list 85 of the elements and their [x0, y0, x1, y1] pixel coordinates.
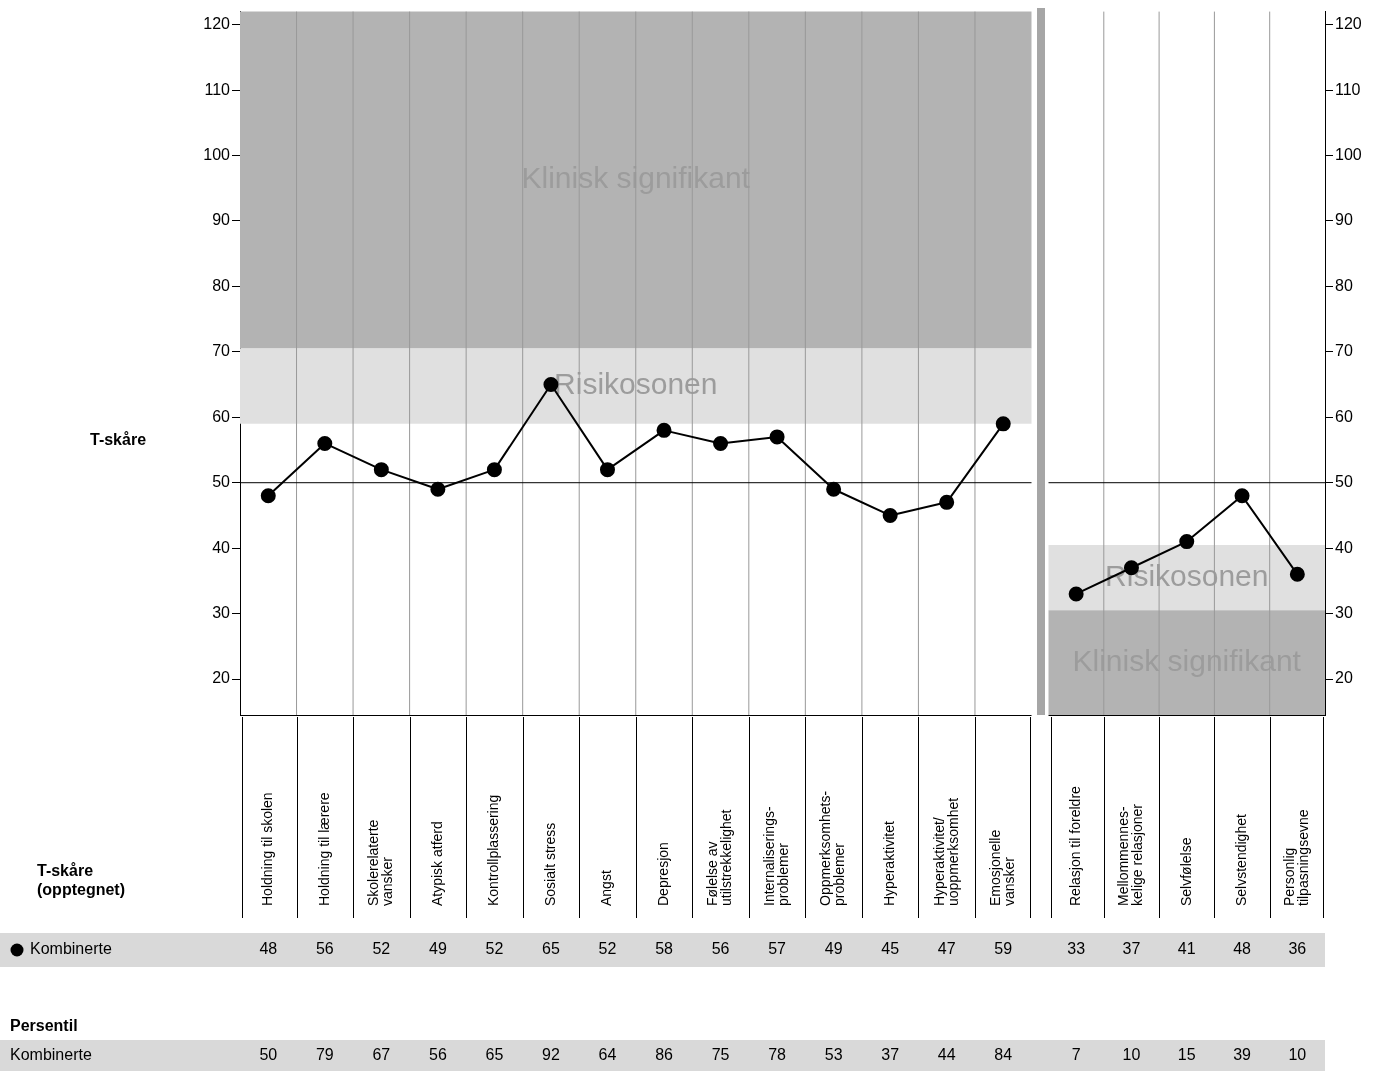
- text: 15: [1177, 1045, 1196, 1063]
- y-tick-label: 110: [204, 80, 231, 98]
- data-label: 47: [937, 940, 956, 958]
- data-label: 36: [1288, 940, 1307, 958]
- y-tick-label: 30: [212, 603, 231, 621]
- data-label: 45: [881, 940, 900, 958]
- y-tick-label: 60: [212, 407, 231, 425]
- data-label: 52: [485, 940, 504, 958]
- text: 7: [1071, 1045, 1081, 1063]
- x-tick-label: Oppmerksomhets- problemer: [817, 790, 848, 906]
- x-tick-label: Kontrollplassering: [485, 794, 502, 906]
- x-tick-label: Følelse av utilstrekkelighet: [704, 809, 735, 906]
- y-tick-label: 40: [1335, 538, 1353, 556]
- y-tick-label: 70: [1335, 342, 1353, 360]
- data-label: 37: [1122, 940, 1141, 958]
- data-label: 56: [711, 940, 730, 958]
- data-label: 52: [598, 940, 617, 958]
- text: 53: [824, 1045, 843, 1063]
- legend-label: Kombinerte: [30, 940, 112, 958]
- y-tick-label: 70: [212, 342, 231, 360]
- y-tick-label: 120: [1335, 15, 1362, 33]
- data-label: 65: [542, 940, 560, 958]
- text: 44: [937, 1045, 956, 1063]
- x-tick-label: Selvfølelse: [1177, 837, 1194, 906]
- x-tick-label: Sosialt stress: [541, 822, 558, 906]
- x-tick-label: Holdning til skolen: [259, 792, 276, 906]
- x-tick-label: Personlig tilpasningsevne: [1281, 809, 1312, 906]
- text: 64: [598, 1045, 617, 1063]
- y-tick-label: 80: [1335, 276, 1353, 294]
- x-tick-label: Atypisk atferd: [428, 821, 445, 906]
- text: 75: [711, 1045, 730, 1063]
- text: 78: [768, 1045, 787, 1063]
- text: 10: [1288, 1045, 1307, 1063]
- x-tick-label: Depresjon: [654, 842, 671, 906]
- text: 86: [655, 1045, 674, 1063]
- text: Persentil: [10, 1017, 78, 1035]
- y-tick-label: 40: [212, 538, 231, 556]
- band-label: Risikosonen: [554, 367, 718, 401]
- text: 10: [1122, 1045, 1141, 1063]
- data-label: 59: [994, 940, 1013, 958]
- y-tick-label: 50: [1335, 473, 1353, 491]
- data-label: 48: [259, 940, 278, 958]
- x-tick-label: Hyperaktivitet/ uoppmerksomhet: [930, 797, 961, 906]
- data-label: 56: [315, 940, 334, 958]
- y-tick-label: 50: [212, 473, 231, 491]
- text: 39: [1233, 1045, 1252, 1063]
- text: 65: [485, 1045, 504, 1063]
- x-tick-label: Hyperaktivitet: [881, 821, 898, 906]
- y-tick-label: 100: [1335, 145, 1362, 163]
- x-tick-label: Angst: [598, 870, 615, 906]
- x-tick-label: Holdning til lærere: [315, 792, 332, 906]
- text: 79: [315, 1045, 334, 1063]
- x-tick-label: Mellommennes- kelige relasjoner: [1115, 803, 1146, 906]
- y-tick-label: 110: [1335, 80, 1361, 98]
- y-tick-label: 20: [212, 669, 231, 687]
- y-tick-label: 20: [1335, 669, 1353, 687]
- data-label: 33: [1067, 940, 1086, 958]
- data-label: 48: [1233, 940, 1252, 958]
- y-tick-label: 120: [203, 15, 231, 33]
- y-tick-label: 100: [203, 145, 231, 163]
- text: 84: [994, 1045, 1013, 1063]
- data-label: 41: [1177, 940, 1196, 958]
- text: T-skåre (opptegnet): [37, 862, 125, 899]
- data-label: 49: [824, 940, 843, 958]
- text: 37: [881, 1045, 900, 1063]
- text: Kombinerte: [10, 1045, 92, 1063]
- x-tick-label: Relasjon til foreldre: [1067, 785, 1084, 906]
- y-tick-label: 30: [1335, 603, 1353, 621]
- text: 56: [428, 1045, 447, 1063]
- y-tick-label: 90: [212, 211, 231, 229]
- data-label: 52: [372, 940, 391, 958]
- y-tick-label: 90: [1335, 211, 1353, 229]
- data-label: 57: [768, 940, 787, 958]
- x-tick-label: Emosjonelle vansker: [987, 829, 1018, 906]
- text: 67: [372, 1045, 391, 1063]
- data-label: 49: [428, 940, 447, 958]
- text: 92: [542, 1045, 560, 1063]
- x-tick-label: Skolerelaterte vansker: [365, 819, 396, 906]
- y-tick-label: 80: [212, 276, 231, 294]
- y-axis-title: T-skåre: [90, 430, 147, 448]
- x-tick-label: Selvstendighet: [1232, 814, 1249, 906]
- y-tick-label: 60: [1335, 407, 1353, 425]
- text: 50: [259, 1045, 278, 1063]
- data-label: 58: [655, 940, 674, 958]
- x-tick-label: Internaliserings- problemer: [760, 806, 791, 906]
